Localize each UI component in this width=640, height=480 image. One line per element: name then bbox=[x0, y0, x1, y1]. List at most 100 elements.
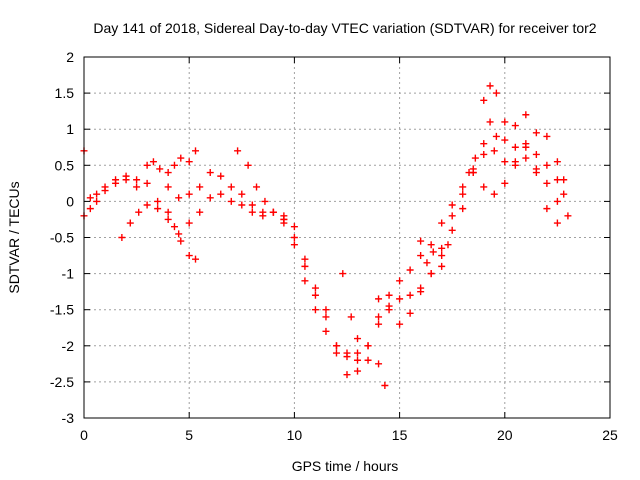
data-point bbox=[501, 158, 509, 166]
x-tick-label: 25 bbox=[602, 427, 618, 443]
data-point bbox=[543, 179, 551, 187]
data-point bbox=[429, 248, 437, 256]
data-point bbox=[339, 270, 347, 278]
data-point bbox=[490, 147, 498, 155]
data-point bbox=[192, 147, 200, 155]
data-point bbox=[311, 284, 319, 292]
axis-ticks bbox=[83, 56, 611, 419]
y-tick-label: -0.5 bbox=[50, 230, 74, 246]
data-point bbox=[417, 288, 425, 296]
data-points bbox=[80, 82, 572, 390]
data-point bbox=[444, 241, 452, 249]
data-point bbox=[126, 219, 134, 227]
data-point bbox=[438, 262, 446, 270]
data-point bbox=[332, 342, 340, 350]
data-point bbox=[522, 111, 530, 119]
data-point bbox=[480, 96, 488, 104]
data-point bbox=[122, 176, 130, 184]
data-point bbox=[354, 367, 362, 375]
data-point bbox=[490, 190, 498, 198]
data-point bbox=[170, 223, 178, 231]
data-point bbox=[164, 208, 172, 216]
data-point bbox=[543, 161, 551, 169]
data-point bbox=[196, 208, 204, 216]
data-point bbox=[560, 176, 568, 184]
data-point bbox=[227, 197, 235, 205]
data-point bbox=[501, 179, 509, 187]
data-point bbox=[238, 201, 246, 209]
y-tick-label: -1.5 bbox=[50, 302, 74, 318]
data-point bbox=[553, 176, 561, 184]
data-point bbox=[234, 147, 242, 155]
data-point bbox=[164, 183, 172, 191]
data-point bbox=[322, 327, 330, 335]
data-point bbox=[217, 190, 225, 198]
grid-lines bbox=[84, 57, 610, 418]
data-point bbox=[423, 259, 431, 267]
data-point bbox=[343, 349, 351, 357]
data-point bbox=[269, 208, 277, 216]
data-point bbox=[486, 82, 494, 90]
data-point bbox=[135, 208, 143, 216]
data-point bbox=[385, 291, 393, 299]
data-point bbox=[154, 205, 162, 213]
data-point bbox=[448, 201, 456, 209]
data-point bbox=[154, 197, 162, 205]
data-point bbox=[93, 197, 101, 205]
data-point bbox=[492, 132, 500, 140]
data-point bbox=[564, 212, 572, 220]
data-point bbox=[149, 158, 157, 166]
data-point bbox=[459, 183, 467, 191]
data-point bbox=[301, 277, 309, 285]
data-point bbox=[290, 223, 298, 231]
data-point bbox=[480, 150, 488, 158]
data-point bbox=[248, 208, 256, 216]
data-point bbox=[465, 169, 473, 177]
data-point bbox=[501, 136, 509, 144]
data-point bbox=[522, 143, 530, 151]
data-point bbox=[86, 194, 94, 202]
tick-labels: 0 5 10 15 20 25 -3 -2.5 -2 -1.5 -1 -0.5 0 0.5 1 1.5 2 bbox=[50, 49, 618, 443]
data-point bbox=[217, 172, 225, 180]
data-point bbox=[301, 262, 309, 270]
y-tick-label: -1 bbox=[62, 266, 75, 282]
x-tick-label: 15 bbox=[392, 427, 408, 443]
data-point bbox=[343, 371, 351, 379]
data-point bbox=[185, 219, 193, 227]
data-point bbox=[375, 360, 383, 368]
data-point bbox=[311, 306, 319, 314]
data-point bbox=[175, 194, 183, 202]
data-point bbox=[133, 183, 141, 191]
data-point bbox=[143, 201, 151, 209]
data-point bbox=[118, 234, 126, 241]
data-point bbox=[196, 183, 204, 191]
data-point bbox=[448, 226, 456, 234]
x-tick-label: 0 bbox=[80, 427, 88, 443]
data-point bbox=[93, 190, 101, 198]
y-tick-label: 2 bbox=[66, 49, 74, 65]
data-point bbox=[156, 165, 164, 173]
data-point bbox=[417, 252, 425, 260]
x-tick-label: 20 bbox=[497, 427, 513, 443]
data-point bbox=[170, 161, 178, 169]
data-point bbox=[322, 306, 330, 314]
y-tick-label: 1.5 bbox=[55, 85, 75, 101]
chart-title: Day 141 of 2018, Sidereal Day-to-day VTE… bbox=[93, 20, 596, 36]
data-point bbox=[492, 89, 500, 97]
data-point bbox=[177, 237, 185, 245]
data-point bbox=[253, 183, 261, 191]
data-point bbox=[459, 205, 467, 213]
data-point bbox=[206, 194, 214, 202]
y-tick-label: 0 bbox=[66, 193, 74, 209]
data-point bbox=[280, 219, 288, 227]
data-point bbox=[143, 179, 151, 187]
y-tick-label: 0.5 bbox=[55, 157, 75, 173]
data-point bbox=[471, 154, 479, 162]
data-point bbox=[364, 356, 372, 364]
data-point bbox=[511, 122, 519, 130]
data-point bbox=[396, 320, 404, 328]
data-point bbox=[406, 266, 414, 274]
data-point bbox=[385, 306, 393, 314]
data-point bbox=[101, 187, 109, 195]
data-point bbox=[133, 176, 141, 184]
